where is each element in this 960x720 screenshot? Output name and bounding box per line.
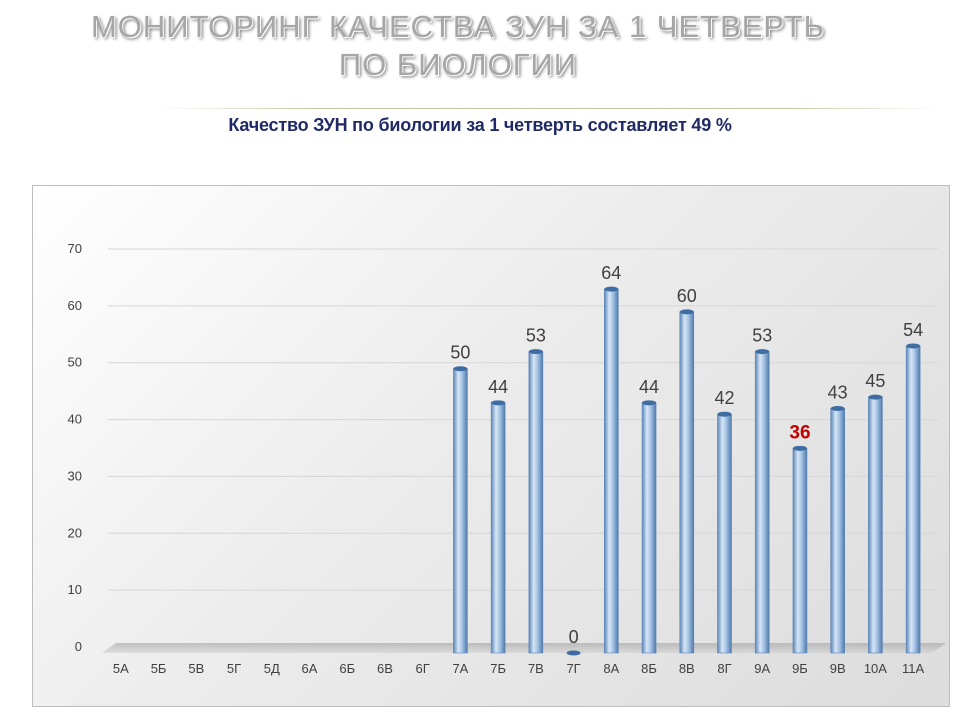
x-tick-label: 6Б (339, 661, 355, 676)
bar-9Б (792, 448, 808, 654)
bar-cap-9Б (792, 445, 807, 451)
bar-cap-9А (755, 349, 770, 355)
bar-cap-8Б (642, 400, 657, 406)
bar-cap-8В (679, 309, 694, 315)
x-tick-label: 5Г (227, 661, 241, 676)
bar-10А (868, 396, 883, 654)
x-tick-label: 5В (188, 661, 204, 676)
bar-cap-7В (528, 349, 543, 355)
data-label-7А: 50 (450, 343, 470, 363)
bar-cap-9В (830, 406, 845, 412)
bar-cap-8А (604, 286, 619, 292)
bar-8Г (717, 413, 732, 654)
data-label-9Б: 36 (789, 422, 810, 443)
x-tick-label: 5А (113, 661, 129, 676)
x-tick-label: 6Г (416, 661, 430, 676)
slide-title-line-1: МОНИТОРИНГ КАЧЕСТВА ЗУН ЗА 1 ЧЕТВЕРТЬ (90, 9, 825, 44)
x-tick-label: 8В (679, 661, 695, 676)
x-tick-label: 7А (452, 661, 468, 676)
data-label-7В: 53 (526, 326, 546, 346)
chart-floor (102, 643, 946, 653)
data-label-9В: 43 (828, 383, 848, 403)
x-tick-label: 6В (377, 661, 393, 676)
x-tick-label: 6А (302, 661, 318, 676)
x-tick-label: 10А (864, 661, 887, 676)
data-label-10А: 45 (865, 371, 885, 391)
y-tick-label: 40 (68, 412, 82, 427)
x-tick-label: 7В (528, 661, 544, 676)
data-label-8Г: 42 (714, 388, 734, 408)
data-label-11А: 54 (903, 320, 923, 340)
slide-subtitle: Качество ЗУН по биологии за 1 четверть с… (228, 115, 732, 135)
bar-7А (453, 368, 468, 654)
bar-7Б (490, 402, 506, 654)
bar-8В (679, 311, 695, 654)
x-tick-label: 5Д (264, 661, 280, 676)
slide-title: МОНИТОРИНГ КАЧЕСТВА ЗУН ЗА 1 ЧЕТВЕРТЬ ПО… (0, 8, 916, 84)
y-tick-label: 10 (68, 582, 82, 597)
bar-cap-7А (453, 366, 468, 372)
x-tick-label: 7Г (566, 661, 580, 676)
bar-9А (754, 351, 770, 654)
data-label-8В: 60 (677, 286, 697, 306)
bar-cap-7Б (491, 400, 506, 406)
bar-cap-7Г (566, 650, 581, 656)
title-divider (160, 108, 940, 109)
y-tick-label: 50 (68, 355, 82, 370)
data-label-8А: 64 (601, 263, 621, 283)
bar-9В (830, 408, 845, 654)
bar-cap-11А (906, 343, 921, 349)
data-label-7Г: 0 (569, 627, 579, 647)
bar-8Б (641, 402, 657, 654)
x-tick-label: 9В (830, 661, 846, 676)
y-tick-label: 20 (68, 525, 82, 540)
data-label-7Б: 44 (488, 377, 508, 397)
bar-7В (528, 351, 544, 654)
data-label-9А: 53 (752, 326, 772, 346)
x-tick-label: 5Б (151, 661, 167, 676)
bar-8А (604, 288, 619, 654)
x-tick-label: 11А (902, 661, 924, 676)
bar-cap-10А (868, 394, 883, 400)
x-tick-label: 8Г (717, 661, 731, 676)
y-tick-label: 70 (68, 241, 82, 256)
x-tick-label: 7Б (490, 661, 506, 676)
bar-cap-8Г (717, 411, 732, 417)
data-label-8Б: 44 (639, 377, 659, 397)
x-tick-label: 9А (754, 661, 770, 676)
x-tick-label: 8А (603, 661, 619, 676)
slide-title-line-2: ПО БИОЛОГИИ (338, 47, 578, 82)
y-tick-label: 0 (75, 639, 82, 654)
bar-11А (905, 345, 921, 654)
y-tick-label: 60 (68, 298, 82, 313)
y-tick-label: 30 (68, 468, 82, 483)
x-tick-label: 8Б (641, 661, 657, 676)
bar-chart: 0 10 20 30 40 50 60 70 50 44 53 0 64 44 60 42 53 36 43 45 5… (68, 241, 946, 676)
x-tick-label: 9Б (792, 661, 808, 676)
